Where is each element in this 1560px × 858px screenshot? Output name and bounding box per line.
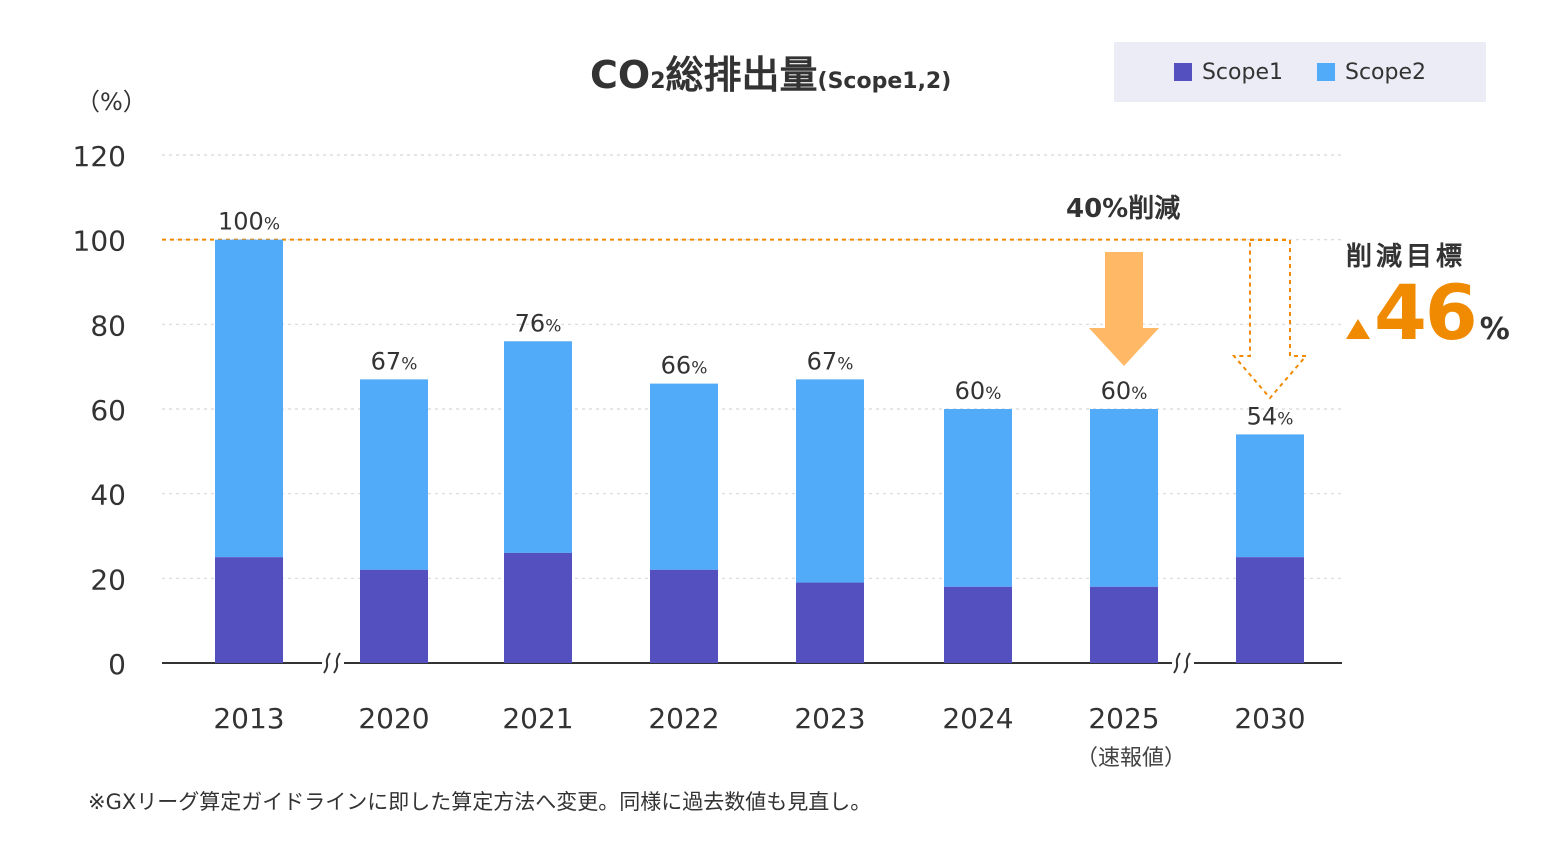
bar-scope1-2025: [1090, 586, 1158, 663]
data-labels: 100% 67% 76% 66% 67% 60% 60% 54%: [218, 208, 1293, 431]
triangle-down-icon: [1346, 319, 1370, 339]
data-label-2020: 67%: [371, 347, 418, 375]
legend: Scope1 Scope2: [1114, 42, 1486, 102]
target-number: 46: [1374, 268, 1478, 357]
bar-scope2-2020: [360, 379, 428, 570]
title-scope: (Scope1,2): [817, 69, 952, 94]
x-tick-label-2023: 2023: [794, 702, 865, 735]
year-2025-note: （速報値）: [1076, 746, 1187, 771]
axis-break-mark: [333, 652, 341, 674]
x-tick-label-2025: 2025: [1088, 702, 1159, 735]
x-axis-ticks: 2013 2020 2021 2022 2023 2024 2025 2030: [213, 702, 1305, 735]
data-label-2022: 66%: [661, 352, 708, 380]
gridlines: [162, 154, 1342, 674]
target-unit: %: [1479, 312, 1510, 347]
x-tick-label-2021: 2021: [502, 702, 573, 735]
data-label-2013: 100%: [218, 208, 280, 236]
bar-scope1-2030: [1236, 557, 1304, 663]
x-tick-label-2030: 2030: [1234, 702, 1305, 735]
bar-scope2-2024: [944, 409, 1012, 587]
data-label-2025: 60%: [1101, 377, 1148, 405]
bar-scope1-2024: [944, 586, 1012, 663]
target-label: 削減目標: [1346, 242, 1467, 272]
bar-scope1-2022: [650, 569, 718, 663]
axis-break-mark: [1183, 652, 1191, 674]
x-tick-label-2020: 2020: [358, 702, 429, 735]
axis-break-mark: [1173, 652, 1181, 674]
y-tick-label-120: 120: [73, 140, 126, 173]
data-label-2021: 76%: [515, 309, 562, 337]
y-tick-label-60: 60: [90, 394, 126, 427]
bar-scope2-2025: [1090, 409, 1158, 587]
bar-scope1-2013: [215, 557, 283, 663]
dashed-arrow-down-icon: [1231, 239, 1309, 400]
annotation-graphics: [1089, 239, 1309, 400]
bar-scope2-2013: [215, 239, 283, 558]
title-co: CO: [590, 53, 651, 97]
x-tick-label-2024: 2024: [942, 702, 1013, 735]
bar-scope1-2023: [796, 582, 864, 663]
legend-label-scope2: Scope2: [1345, 59, 1427, 85]
chart-title: CO2総排出量(Scope1,2): [590, 44, 951, 99]
y-tick-label-20: 20: [90, 563, 126, 596]
x-tick-label-2022: 2022: [648, 702, 719, 735]
axis-break-mark: [323, 652, 331, 674]
bar-scope2-2021: [504, 341, 572, 553]
legend-item-scope1: Scope1: [1173, 59, 1283, 85]
data-label-2030: 54%: [1247, 402, 1294, 430]
y-axis-unit: （%）: [76, 88, 147, 116]
y-tick-label-100: 100: [73, 225, 126, 258]
bars: [215, 239, 1304, 663]
legend-swatch-scope2: [1317, 63, 1335, 81]
reduction-annotation: 40%削減: [1066, 194, 1181, 224]
data-label-2024: 60%: [955, 377, 1002, 405]
bar-scope2-2023: [796, 379, 864, 583]
legend-item-scope2: Scope2: [1317, 60, 1426, 85]
y-tick-label-0: 0: [108, 648, 126, 681]
legend-swatch-scope1: [1173, 63, 1192, 81]
title-rest: 総排出量: [665, 53, 818, 97]
bar-scope2-2030: [1236, 434, 1304, 558]
bar-scope1-2020: [360, 569, 428, 663]
legend-label-scope1: Scope1: [1201, 59, 1283, 85]
data-label-2023: 67%: [807, 347, 854, 375]
target-value: 46 %: [1346, 268, 1510, 357]
y-axis-ticks: 0 20 40 60 80 100 120: [73, 140, 126, 681]
arrow-down-icon: [1089, 252, 1159, 366]
y-tick-label-40: 40: [90, 479, 126, 512]
bar-scope1-2021: [504, 552, 572, 663]
footnote: ※GXリーグ算定ガイドラインに即した算定方法へ変更。同様に過去数値も見直し。: [88, 790, 872, 814]
y-tick-label-80: 80: [90, 309, 126, 342]
title-subscript: 2: [650, 69, 666, 94]
x-tick-label-2013: 2013: [213, 702, 284, 735]
bar-scope2-2022: [650, 383, 718, 570]
